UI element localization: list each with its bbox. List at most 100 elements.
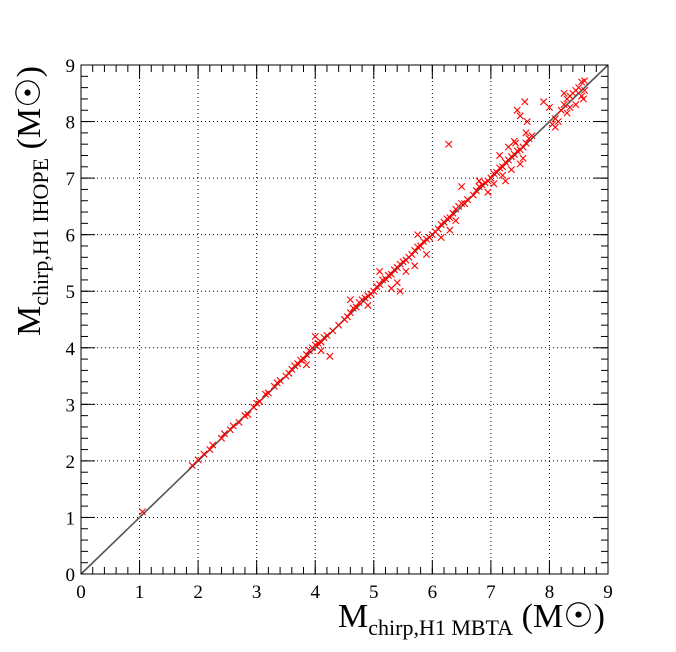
data-point bbox=[516, 112, 524, 120]
data-point bbox=[560, 100, 568, 109]
data-point-stroke bbox=[522, 129, 530, 137]
data-point-stroke bbox=[511, 139, 520, 147]
data-point-stroke bbox=[528, 132, 536, 140]
data-point-stroke bbox=[446, 214, 454, 222]
data-point-stroke bbox=[209, 441, 217, 449]
data-point bbox=[463, 196, 472, 204]
data-point bbox=[376, 267, 384, 276]
data-point bbox=[200, 450, 208, 458]
grid bbox=[81, 65, 608, 574]
data-point bbox=[326, 352, 334, 360]
data-point-stroke bbox=[490, 180, 498, 188]
data-point bbox=[579, 95, 587, 103]
data-point-stroke bbox=[422, 250, 431, 259]
data-point-stroke bbox=[487, 174, 495, 182]
data-point-stroke bbox=[346, 296, 354, 304]
data-point-stroke bbox=[458, 183, 466, 191]
data-point-stroke bbox=[411, 262, 419, 270]
data-point-stroke bbox=[472, 186, 480, 195]
data-point bbox=[229, 422, 237, 430]
sun-symbol-icon: ☉ bbox=[11, 77, 48, 107]
data-point bbox=[396, 287, 404, 295]
data-point-stroke bbox=[519, 143, 527, 151]
data-point bbox=[445, 140, 453, 148]
data-point bbox=[511, 139, 520, 147]
data-point bbox=[528, 132, 536, 140]
data-point-stroke bbox=[206, 445, 214, 454]
data-point-stroke bbox=[513, 106, 521, 114]
data-point bbox=[370, 287, 378, 295]
data-point-stroke bbox=[217, 434, 226, 442]
data-point bbox=[302, 350, 311, 359]
data-point-stroke bbox=[563, 109, 571, 117]
x-tick-label: 7 bbox=[486, 582, 496, 603]
axis-ticks bbox=[80, 64, 609, 575]
data-point bbox=[285, 369, 293, 377]
data-point-stroke bbox=[326, 352, 334, 360]
data-point bbox=[220, 430, 229, 438]
data-point-stroke bbox=[376, 280, 384, 289]
data-point bbox=[560, 89, 568, 97]
data-point-stroke bbox=[299, 355, 308, 363]
data-point-stroke bbox=[507, 166, 515, 174]
x-tick-label: 8 bbox=[545, 582, 555, 603]
data-point bbox=[545, 103, 554, 112]
data-point-stroke bbox=[188, 461, 196, 470]
data-point-stroke bbox=[335, 321, 343, 329]
data-point-stroke bbox=[566, 103, 574, 112]
data-point-stroke bbox=[302, 361, 311, 369]
data-point-stroke bbox=[408, 250, 416, 259]
data-point-stroke bbox=[575, 84, 583, 92]
data-point-stroke bbox=[229, 422, 237, 430]
data-point-stroke bbox=[376, 267, 384, 276]
data-point bbox=[521, 98, 529, 106]
data-point-stroke bbox=[545, 103, 554, 112]
y-tick-label: 8 bbox=[66, 113, 76, 134]
data-point bbox=[572, 100, 580, 109]
data-point-stroke bbox=[445, 140, 453, 148]
data-point bbox=[217, 434, 226, 442]
data-point bbox=[244, 410, 252, 419]
data-point-stroke bbox=[311, 332, 319, 341]
data-point-stroke bbox=[317, 347, 325, 355]
data-point-stroke bbox=[220, 430, 229, 438]
data-point bbox=[393, 279, 401, 287]
data-point bbox=[460, 199, 469, 208]
data-point-stroke bbox=[560, 89, 568, 97]
data-point-stroke bbox=[519, 154, 527, 162]
data-point bbox=[417, 242, 425, 250]
plot-frame bbox=[80, 64, 609, 575]
data-point bbox=[402, 267, 410, 276]
data-point-stroke bbox=[194, 456, 202, 464]
tick-labels: 0 1 2 3 4 5 6 7 8 9 0 1 2 3 4 5 6 7 8 9 bbox=[66, 56, 613, 603]
data-point-stroke bbox=[523, 117, 531, 126]
data-point bbox=[437, 233, 445, 242]
y-tick-label: 6 bbox=[66, 226, 76, 247]
data-point bbox=[209, 441, 217, 449]
data-point bbox=[507, 166, 515, 174]
data-point bbox=[352, 303, 360, 311]
data-point bbox=[575, 84, 583, 92]
data-point bbox=[317, 347, 325, 355]
data-point bbox=[235, 418, 243, 427]
data-point bbox=[452, 216, 460, 225]
data-point bbox=[346, 296, 354, 304]
data-point-stroke bbox=[393, 279, 401, 287]
data-point-stroke bbox=[244, 410, 252, 419]
x-tick-label: 1 bbox=[135, 582, 145, 603]
x-axis-title: Mchirp,H1 MBTA (M☉) bbox=[338, 598, 605, 640]
data-point bbox=[335, 321, 343, 329]
data-points bbox=[138, 77, 589, 516]
data-point-stroke bbox=[551, 123, 559, 131]
data-point-stroke bbox=[302, 350, 311, 359]
data-point bbox=[446, 214, 454, 222]
data-point bbox=[499, 171, 507, 179]
data-point bbox=[323, 331, 331, 339]
data-point bbox=[563, 109, 571, 117]
data-point-stroke bbox=[264, 389, 272, 397]
data-point bbox=[422, 250, 431, 259]
y-axis-title: Mchirp,H1 IHOPE (M☉) bbox=[11, 66, 53, 336]
data-point bbox=[566, 103, 574, 112]
data-point-stroke bbox=[501, 177, 510, 185]
